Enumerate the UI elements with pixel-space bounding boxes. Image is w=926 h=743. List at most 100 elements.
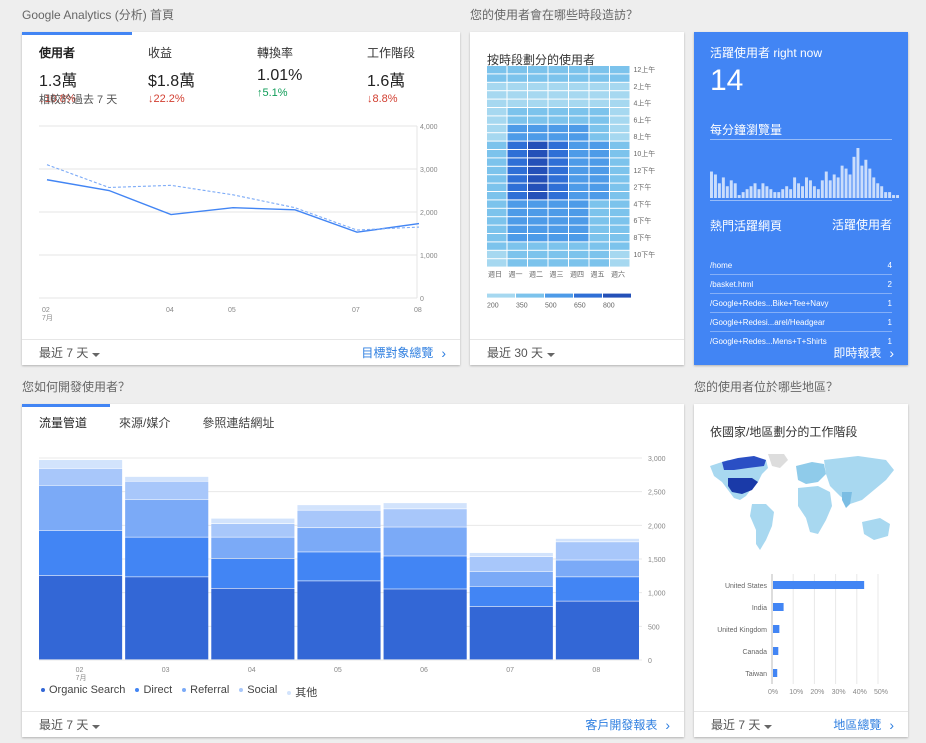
- overview-card: 使用者 1.3萬 ↓10.8% 收益 $1.8萬 ↓22.2% 轉換率 1.01…: [22, 32, 460, 365]
- pageview-bar: [773, 192, 777, 198]
- legend-organic-search[interactable]: Organic Search: [41, 684, 125, 700]
- pageview-bar: [812, 186, 816, 198]
- heatmap-column-label: 週一: [509, 270, 523, 279]
- heatmap-cell: [548, 208, 568, 217]
- tab-channels[interactable]: 流量管道: [39, 416, 88, 430]
- pageview-bar: [753, 183, 757, 198]
- geo-overview-link[interactable]: 地區總覽 ›: [833, 716, 894, 733]
- chevron-right-icon: ›: [889, 716, 894, 733]
- heatmap-cell: [507, 124, 527, 133]
- link-label: 地區總覽: [833, 718, 882, 732]
- date-range-dropdown[interactable]: 最近 30 天: [487, 344, 556, 361]
- heatmap-cell: [548, 141, 568, 149]
- heatmap-cell: [589, 200, 609, 208]
- heatmap-cell: [569, 133, 589, 141]
- heatmap-cell: [528, 217, 548, 225]
- legend-other[interactable]: 其他: [287, 684, 317, 700]
- divider: [710, 200, 892, 201]
- heatmap-cell: [548, 242, 568, 250]
- page-path: /Google+Redes...Mens+T+Shirts: [710, 337, 827, 346]
- date-range-dropdown[interactable]: 最近 7 天: [711, 716, 773, 733]
- heatmap-cell: [589, 183, 609, 191]
- legend-social[interactable]: Social: [239, 684, 277, 700]
- heatmap-cell: [610, 108, 630, 116]
- map-australia: [862, 518, 890, 540]
- heatmap-row-label: 8上午: [634, 132, 652, 141]
- heatmap-scale-swatch: [487, 293, 515, 298]
- x-tick-label: 04: [166, 307, 174, 314]
- world-map[interactable]: [708, 452, 898, 562]
- realtime-card: 活躍使用者 right now 14 每分鐘瀏覽量 熱門活躍網頁 活躍使用者 /…: [694, 32, 908, 365]
- geo-footer: 最近 7 天 地區總覽 ›: [694, 711, 908, 737]
- heatmap-cell: [569, 183, 589, 191]
- active-page-row[interactable]: /home 4: [710, 256, 892, 275]
- country-bar: [773, 647, 779, 655]
- date-range-dropdown[interactable]: 最近 7 天: [39, 344, 101, 361]
- heatmap-row-label: 6下午: [634, 216, 652, 225]
- heatmap-cell: [569, 141, 589, 149]
- heatmap-column-label: 週二: [529, 270, 543, 279]
- page-users: 1: [887, 298, 892, 308]
- legend-label: Social: [247, 684, 278, 696]
- legend-dot: [135, 688, 140, 693]
- y-tick-label: 1,500: [648, 557, 666, 564]
- x-tick-label: 07: [352, 307, 360, 314]
- heatmap-cell: [548, 74, 568, 82]
- map-europe: [796, 462, 826, 484]
- heatmap-cell: [548, 82, 568, 91]
- metric-label: 使用者: [39, 46, 76, 60]
- heatmap-cell: [569, 82, 589, 91]
- active-page-row[interactable]: /Google+Redes...Mens+T+Shirts 1: [710, 332, 892, 351]
- pageview-bar: [769, 189, 773, 198]
- heatmap-scale-swatch: [545, 293, 573, 298]
- stack-segment: [297, 581, 381, 660]
- heatmap-cell: [528, 183, 548, 191]
- metric-revenue[interactable]: 收益 $1.8萬 ↓22.2%: [148, 44, 248, 105]
- country-label: Canada: [742, 649, 767, 656]
- map-india: [842, 492, 852, 508]
- pages-header: 熱門活躍網頁: [710, 219, 783, 233]
- metric-sessions[interactable]: 工作階段 1.6萬 ↓8.8%: [367, 44, 467, 105]
- active-page-row[interactable]: /Google+Redes...Bike+Tee+Navy 1: [710, 294, 892, 313]
- heatmap-cell: [548, 200, 568, 208]
- stack-segment: [297, 552, 381, 581]
- stack-segment: [469, 606, 553, 660]
- heatmap-cell: [528, 250, 548, 259]
- heatmap-cell: [487, 66, 507, 74]
- stack-segment: [555, 560, 639, 577]
- stack-segment: [211, 523, 295, 537]
- legend-referral[interactable]: Referral: [182, 684, 229, 700]
- y-tick-label: 0: [420, 296, 424, 303]
- y-tick-label: 2,000: [648, 523, 666, 530]
- heatmap-cell: [487, 200, 507, 208]
- audience-overview-link[interactable]: 目標對象總覽 ›: [361, 344, 446, 361]
- date-range-dropdown[interactable]: 最近 7 天: [39, 716, 101, 733]
- heatmap-cell: [487, 225, 507, 233]
- active-page-row[interactable]: /Google+Redesi...arel/Headgear 1: [710, 313, 892, 332]
- metric-users[interactable]: 使用者 1.3萬 ↓10.8%: [39, 44, 139, 105]
- heatmap-cell: [487, 192, 507, 200]
- users-series-line: [46, 179, 420, 233]
- heatmap-cell: [507, 192, 527, 200]
- active-page-row[interactable]: /basket.html 2: [710, 275, 892, 294]
- legend-direct[interactable]: Direct: [135, 684, 172, 700]
- acquisition-stacked-bar-chart: 3,000 2,500 2,000 1,500 1,000 500 0 02 03 04 05 06 0…: [39, 456, 666, 682]
- heatmap-cell: [528, 259, 548, 267]
- metric-conversion-rate[interactable]: 轉換率 1.01% ↑5.1%: [257, 44, 357, 99]
- heatmap-column-label: 週四: [570, 270, 584, 279]
- pageview-bar: [721, 177, 725, 198]
- pageview-bar: [848, 174, 852, 198]
- x-tick-label: 05: [228, 307, 236, 314]
- realtime-report-link[interactable]: 即時報表 ›: [833, 344, 894, 361]
- tab-source-medium[interactable]: 來源/媒介: [119, 416, 171, 430]
- heatmap-cell: [528, 225, 548, 233]
- tab-referrals[interactable]: 參照連結網址: [202, 416, 275, 430]
- heatmap-cell: [548, 133, 568, 141]
- heatmap-cell: [569, 91, 589, 99]
- acquisition-report-link[interactable]: 客戶開發報表 ›: [585, 716, 670, 733]
- heatmap-cell: [548, 250, 568, 259]
- heatmap-cell: [487, 74, 507, 82]
- heatmap-cell: [589, 141, 609, 149]
- pageview-bar: [785, 186, 789, 198]
- heatmap-cell: [548, 66, 568, 74]
